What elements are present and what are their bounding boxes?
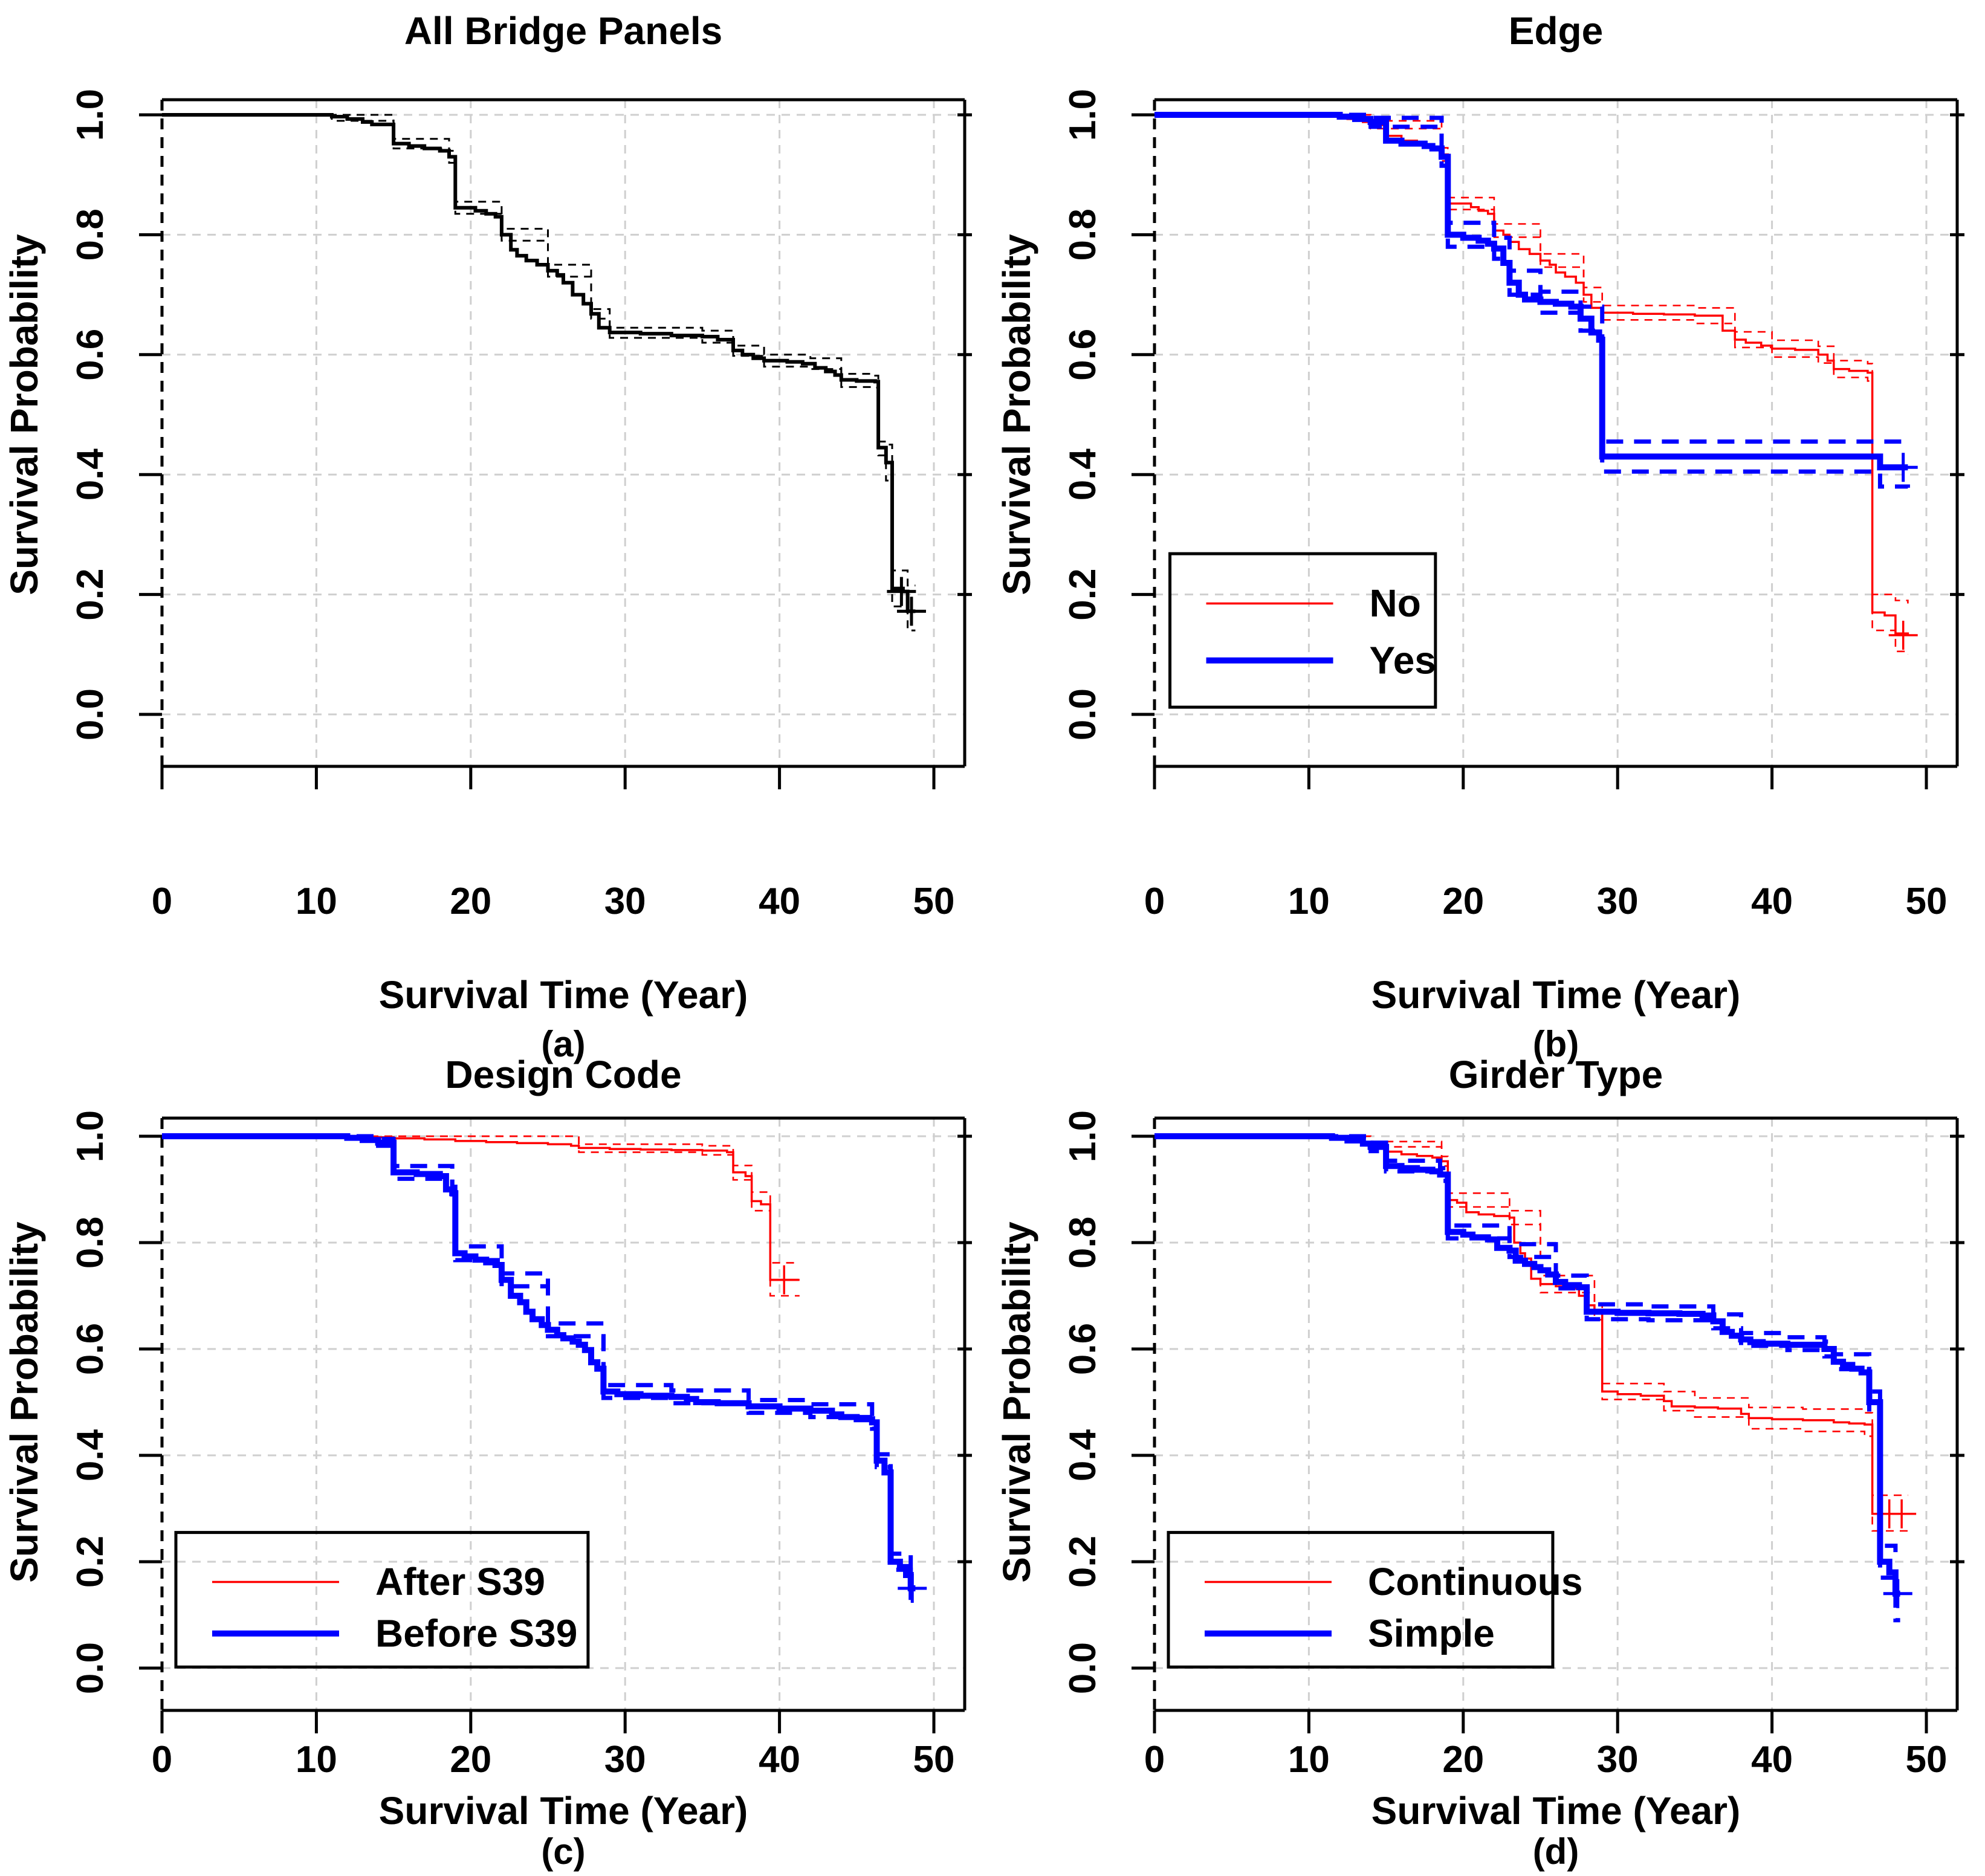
panel-title: Design Code (445, 1053, 681, 1096)
x-tick-label: 50 (913, 1739, 955, 1781)
series-after-s39-curve (162, 1135, 800, 1281)
panel-title: All Bridge Panels (404, 9, 722, 53)
series-continuous-ci-lower (1154, 1135, 1908, 1532)
series-simple-ci-lower (1154, 1134, 1900, 1623)
series-all-curve (162, 113, 916, 613)
y-tick-label: 1.0 (1062, 89, 1104, 141)
x-axis-label: Survival Time (Year) (379, 1789, 748, 1832)
series-after-s39-ci-lower (162, 1135, 800, 1297)
y-tick-label: 0.6 (1062, 329, 1104, 381)
series-no-ci-lower (1154, 114, 1909, 655)
x-tick-label: 10 (296, 881, 337, 922)
x-tick-label: 40 (1751, 881, 1793, 922)
panel-sublabel: (d) (1533, 1831, 1579, 1872)
x-tick-label: 30 (604, 881, 646, 922)
series-continuous-curve (1154, 1135, 1908, 1515)
x-tick-label: 30 (1597, 881, 1639, 922)
y-axis-label: Survival Probability (995, 234, 1038, 595)
legend-label-before-s39: Before S39 (375, 1612, 577, 1655)
series-no-curve (1154, 114, 1909, 636)
y-tick-label: 0.2 (70, 568, 111, 620)
legend-label-no: No (1370, 581, 1421, 625)
panel-sublabel: (b) (1533, 1024, 1579, 1064)
x-tick-label: 10 (1288, 1739, 1330, 1781)
panel-title: Edge (1509, 9, 1603, 53)
series-yes-curve (1154, 112, 1908, 471)
panel-title: Girder Type (1449, 1053, 1663, 1096)
x-tick-label: 20 (450, 881, 491, 922)
legend-box (1167, 1531, 1555, 1669)
x-axis-label: Survival Time (Year) (379, 973, 748, 1017)
y-tick-label: 0.6 (1062, 1323, 1104, 1375)
legend-box (1168, 552, 1437, 709)
x-tick-label: 50 (913, 881, 955, 922)
legend-label-simple: Simple (1368, 1612, 1495, 1655)
y-tick-label: 1.0 (1062, 1110, 1104, 1162)
legend-box (174, 1531, 590, 1669)
x-tick-label: 40 (1751, 1739, 1793, 1781)
series-no-ci-upper (1154, 114, 1909, 604)
y-tick-label: 0.4 (70, 448, 111, 501)
x-tick-label: 0 (152, 1739, 172, 1781)
y-tick-label: 0.8 (1062, 209, 1104, 260)
series-simple-curve (1154, 1133, 1900, 1597)
series-continuous-ci-upper (1154, 1135, 1908, 1496)
y-tick-label: 0.0 (1062, 1642, 1104, 1694)
x-tick-label: 0 (1144, 1739, 1165, 1781)
y-tick-label: 0.2 (70, 1536, 111, 1588)
x-tick-label: 20 (450, 1739, 491, 1781)
x-tick-label: 0 (152, 881, 172, 922)
series-all-ci-upper (162, 114, 916, 587)
y-tick-label: 0.6 (70, 1323, 111, 1375)
x-axis-label: Survival Time (Year) (1371, 1789, 1741, 1832)
x-tick-label: 20 (1442, 1739, 1484, 1781)
x-tick-label: 0 (1144, 881, 1165, 922)
y-tick-label: 0.4 (1062, 1429, 1104, 1481)
x-tick-label: 30 (1597, 1739, 1639, 1781)
y-tick-label: 0.2 (1062, 1536, 1104, 1588)
y-tick-label: 1.0 (70, 1110, 111, 1162)
y-tick-label: 0.8 (1062, 1217, 1104, 1269)
y-tick-label: 1.0 (70, 89, 111, 141)
x-tick-label: 30 (604, 1739, 646, 1781)
x-tick-label: 50 (1906, 1739, 1948, 1781)
y-axis-label: Survival Probability (2, 234, 46, 595)
series-before-s39-ci-lower (162, 1134, 916, 1604)
series-before-s39-curve (162, 1133, 916, 1591)
series-all-ci-lower (162, 114, 916, 632)
y-tick-label: 0.0 (70, 688, 111, 740)
x-tick-label: 10 (1288, 881, 1330, 922)
series-yes-ci-upper (1154, 112, 1910, 446)
y-tick-label: 0.0 (70, 1642, 111, 1694)
y-tick-label: 0.4 (1062, 448, 1104, 501)
y-tick-label: 0.4 (70, 1429, 111, 1481)
y-tick-label: 0.2 (1062, 568, 1104, 620)
y-tick-label: 0.0 (1062, 688, 1104, 740)
legend-label-after-s39: After S39 (375, 1560, 545, 1603)
x-tick-label: 10 (296, 1739, 337, 1781)
y-axis-label: Survival Probability (2, 1221, 46, 1583)
x-tick-label: 40 (759, 881, 800, 922)
y-axis-label: Survival Probability (995, 1221, 1038, 1583)
series-before-s39-ci-upper (162, 1134, 916, 1577)
x-tick-label: 20 (1442, 881, 1484, 922)
y-tick-label: 0.6 (70, 329, 111, 381)
x-tick-label: 40 (759, 1739, 800, 1781)
legend-label-continuous: Continuous (1368, 1560, 1582, 1603)
panel-sublabel: (a) (541, 1024, 585, 1064)
y-tick-label: 0.8 (70, 209, 111, 260)
legend-label-yes: Yes (1370, 638, 1436, 682)
panel-sublabel: (c) (541, 1831, 585, 1872)
y-tick-label: 0.8 (70, 1217, 111, 1269)
x-axis-label: Survival Time (Year) (1371, 973, 1741, 1017)
x-tick-label: 50 (1906, 881, 1948, 922)
